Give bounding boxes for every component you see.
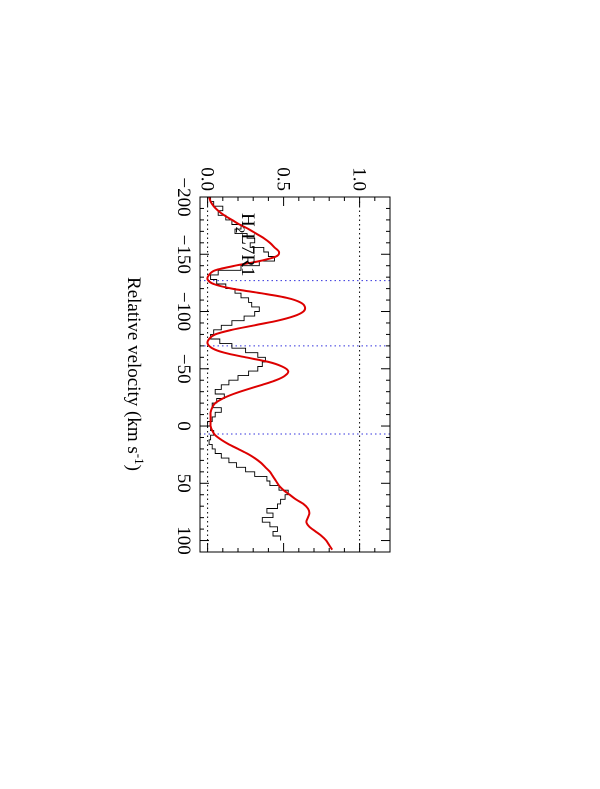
component-lines [200,280,390,435]
x-tick-label: −100 [173,292,194,331]
rotated-chart-frame: −200 −150 −100 −50 0 50 100 0.0 0.5 1.0 Relative … [123,167,391,555]
x-tick-label: −50 [173,354,194,384]
x-tick-label: 0 [173,421,194,431]
x-tick-label: 50 [173,474,194,493]
x-tick-label: 100 [173,526,194,555]
x-axis-title: Relative velocity (km s-1) [123,277,147,471]
reference-lines [207,197,361,552]
model-fit-curve [206,197,334,551]
x-tick-label: −200 [173,177,194,216]
series-layer [206,197,334,551]
plot-frame [199,196,391,553]
axis-tick-labels: −200 −150 −100 −50 0 50 100 0.0 0.5 1.0 [173,167,370,555]
data-histogram [207,197,289,541]
axis-ticks [200,196,391,552]
line-annotation: H2L7R1 [233,213,258,277]
x-tick-label: −150 [173,235,194,274]
y-tick-label: 0.0 [197,167,218,191]
y-tick-label: 1.0 [349,167,370,191]
y-tick-label: 0.5 [273,167,294,191]
